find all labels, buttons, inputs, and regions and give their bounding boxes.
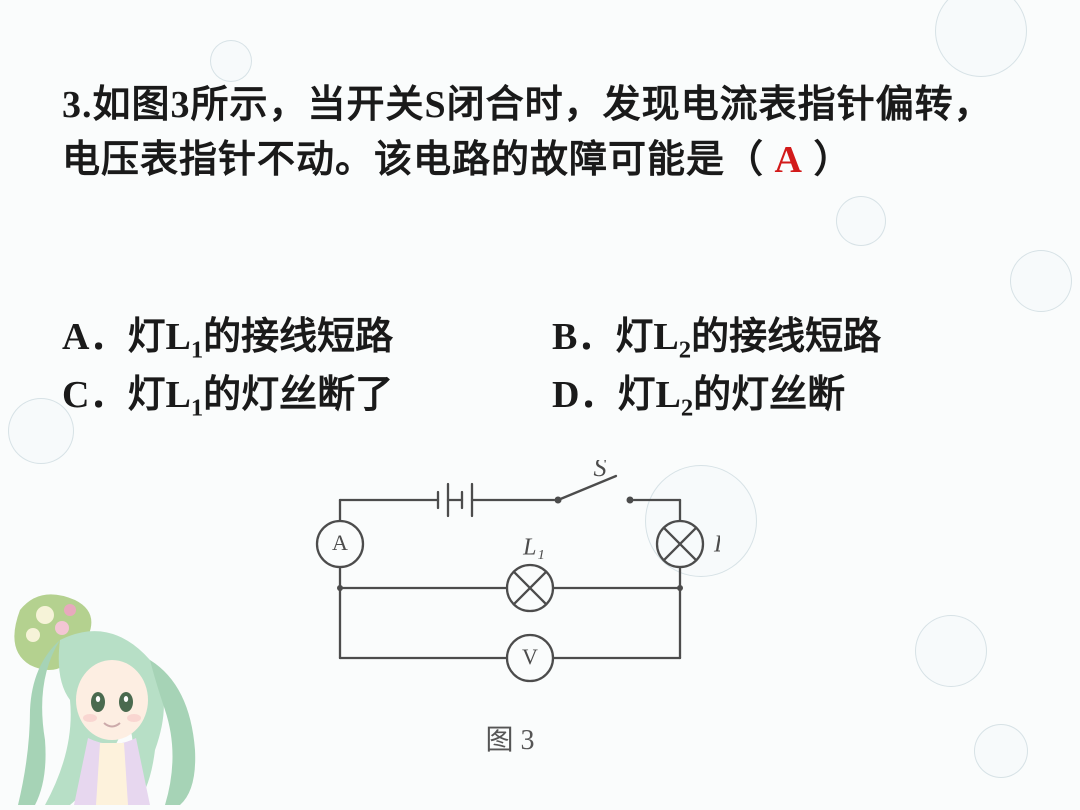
svg-text:V: V: [522, 644, 538, 669]
answer-letter: A: [775, 139, 803, 181]
svg-text:A: A: [332, 530, 348, 555]
circuit-svg: S L₂ A L₁ V: [300, 460, 720, 710]
svg-text:S: S: [594, 460, 607, 482]
flower-hair-cluster: [14, 594, 91, 670]
decorative-character: [0, 580, 230, 810]
circuit-figure: S L₂ A L₁ V: [300, 460, 720, 710]
option-row-2: C．灯L1的灯丝断了 D．灯L2的灯丝断: [62, 368, 1022, 426]
question-body: 如图3所示，当开关S闭合时，发现电流表指针偏转，电压表指针不动。该电路的故障可能…: [62, 84, 993, 181]
character-hair: [18, 631, 195, 805]
question-suffix: ）: [813, 139, 852, 181]
character-face: [76, 660, 148, 740]
question-text: 3.如图3所示，当开关S闭合时，发现电流表指针偏转，电压表指针不动。该电路的故障…: [62, 78, 1022, 188]
option-b: B．灯L2的接线短路: [552, 310, 1042, 368]
options-block: A．灯L1的接线短路 B．灯L2的接线短路 C．灯L1的灯丝断了 D．灯L2的灯…: [62, 310, 1022, 427]
option-a: A．灯L1的接线短路: [62, 310, 552, 368]
figure-caption: 图 3: [300, 718, 720, 758]
option-d: D．灯L2的灯丝断: [552, 368, 1042, 426]
question-number: 3.: [62, 84, 93, 126]
svg-text:L₁: L₁: [522, 535, 545, 561]
option-c: C．灯L1的灯丝断了: [62, 368, 552, 426]
option-row-1: A．灯L1的接线短路 B．灯L2的接线短路: [62, 310, 1022, 368]
character-body: [74, 738, 150, 805]
svg-text:L₂: L₂: [713, 532, 720, 558]
